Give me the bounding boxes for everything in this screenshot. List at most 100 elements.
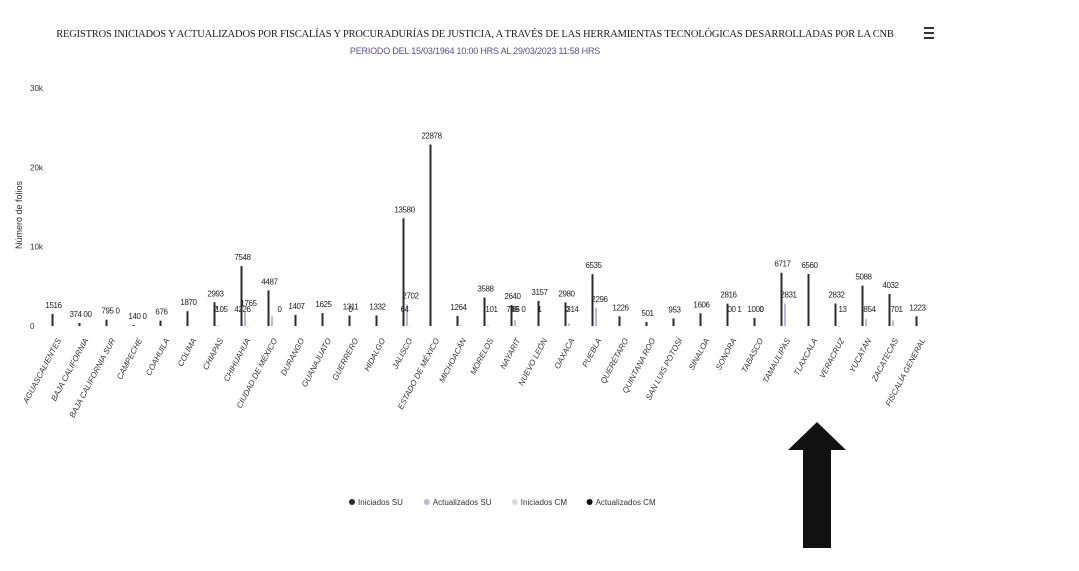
bar-actualizados-su xyxy=(244,311,246,326)
data-label: 2640 xyxy=(504,292,521,301)
bar-iniciados-su xyxy=(753,318,756,326)
data-label: 105 xyxy=(215,305,228,314)
data-label: 1407 xyxy=(288,302,305,311)
data-label: 1264 xyxy=(450,303,467,312)
bar-actualizados-su xyxy=(406,304,408,326)
legend-label: Iniciados SU xyxy=(358,498,403,507)
data-label: 2993 xyxy=(207,289,224,298)
data-label: 2702 xyxy=(402,292,419,301)
bar-iniciados-su xyxy=(456,315,459,326)
data-label: 13580 xyxy=(394,205,415,214)
bar-actualizados-su xyxy=(271,316,273,326)
x-tick-label: YUCATÁN xyxy=(848,337,874,375)
chart-title: REGISTROS INICIADOS Y ACTUALIZADOS POR F… xyxy=(56,29,894,40)
data-label: 374 00 xyxy=(69,310,92,319)
data-label: 6560 xyxy=(801,261,818,270)
bar-actualizados-su xyxy=(487,325,489,327)
x-tick-label: NUEVO LEÓN xyxy=(517,337,550,388)
bar-actualizados-su xyxy=(892,320,894,326)
data-label: 140 xyxy=(128,312,141,321)
chart-subtitle: PERIODO DEL 15/03/1964 10:00 HRS AL 29/0… xyxy=(349,46,601,56)
data-label: 2296 xyxy=(591,295,608,304)
bar-iniciados-su xyxy=(132,324,135,326)
data-label: 2980 xyxy=(558,289,575,298)
bar-actualizados-su xyxy=(595,307,597,326)
data-label: 501 xyxy=(641,309,654,318)
x-tick-label: PUEBLA xyxy=(580,337,603,369)
x-tick-label: COLIMA xyxy=(176,337,198,368)
bar-iniciados-su xyxy=(267,290,270,326)
y-tick-label: 10k xyxy=(30,243,44,252)
data-label: 1516 xyxy=(45,301,62,310)
data-label: 1226 xyxy=(612,303,629,312)
data-label: 0 xyxy=(115,307,120,316)
bar-iniciados-su xyxy=(186,311,189,326)
bar-iniciados-su xyxy=(699,313,702,326)
x-tick-label: GUANAJUATO xyxy=(300,337,333,389)
legend-marker xyxy=(423,499,430,505)
data-label: 1223 xyxy=(909,303,926,312)
data-label: 1765 xyxy=(240,299,257,308)
x-tick-label: MORELOS xyxy=(469,336,496,376)
bar-actualizados-su xyxy=(217,325,219,326)
bar-iniciados-su xyxy=(834,303,837,326)
x-tick-label: CHIHUAHUA xyxy=(222,337,252,383)
legend-marker xyxy=(349,499,355,505)
x-tick-label: DURANGO xyxy=(279,337,306,377)
data-label: 4487 xyxy=(261,277,278,286)
up-arrow-icon xyxy=(788,422,846,548)
legend-label: Iniciados CM xyxy=(521,498,568,507)
data-label: 749 xyxy=(506,305,519,314)
bar-iniciados-su xyxy=(564,302,567,326)
x-tick-label: VERACRUZ xyxy=(818,336,847,380)
data-label: 2816 xyxy=(720,291,737,300)
bar-iniciados-su xyxy=(483,297,486,326)
data-label: 1000 xyxy=(747,305,764,314)
x-tick-label: COAHUILA xyxy=(144,337,171,377)
hamburger-menu-icon[interactable] xyxy=(922,24,936,40)
bar-iniciados-su xyxy=(78,323,81,326)
data-label: 0 xyxy=(564,305,569,314)
bar-iniciados-su xyxy=(321,313,324,326)
bar-iniciados-cm xyxy=(517,325,519,327)
bar-iniciados-su xyxy=(348,315,351,326)
data-label: 7548 xyxy=(234,253,251,262)
data-label: 6717 xyxy=(774,260,791,269)
y-tick-label: 0 xyxy=(30,322,35,331)
bar-actualizados-su xyxy=(838,325,840,327)
data-label: 13 xyxy=(838,305,847,314)
data-label: 3157 xyxy=(531,288,548,297)
bar-iniciados-cm xyxy=(409,325,411,327)
y-axis-label: Número de folios xyxy=(14,180,24,249)
data-label: 22878 xyxy=(421,132,442,141)
bar-iniciados-su xyxy=(888,294,891,326)
data-label: 676 xyxy=(155,308,168,317)
data-label: 2831 xyxy=(780,291,797,300)
bar-iniciados-su xyxy=(294,314,297,326)
x-tick-label: OAXACA xyxy=(553,337,577,371)
bar-iniciados-su xyxy=(672,318,675,326)
legend-marker xyxy=(511,499,518,505)
data-label: 795 xyxy=(101,307,114,316)
x-tick-label: GUERRERO xyxy=(331,337,361,382)
bar-iniciados-su xyxy=(645,322,648,326)
bar-iniciados-su xyxy=(807,273,810,326)
data-label: 1870 xyxy=(180,298,197,307)
y-tick-label: 20k xyxy=(30,163,44,172)
bar-iniciados-su xyxy=(591,274,594,326)
legend-label: Actualizados SU xyxy=(433,498,492,507)
bar-iniciados-su xyxy=(105,319,108,326)
x-tick-label: TLAXCALA xyxy=(792,337,819,377)
data-label: 6535 xyxy=(585,261,602,270)
bar-actualizados-su xyxy=(784,303,786,326)
bar-iniciados-su xyxy=(861,285,864,326)
data-label: 1625 xyxy=(315,300,332,309)
bar-actualizados-su xyxy=(865,319,867,326)
x-tick-label: QUERÉTARO xyxy=(599,337,630,385)
data-label: 3588 xyxy=(477,285,494,294)
data-label: 101 xyxy=(485,305,498,314)
bar-iniciados-su xyxy=(375,315,378,326)
data-label: 85 0 xyxy=(512,305,527,314)
bar-iniciados-su xyxy=(213,302,216,326)
